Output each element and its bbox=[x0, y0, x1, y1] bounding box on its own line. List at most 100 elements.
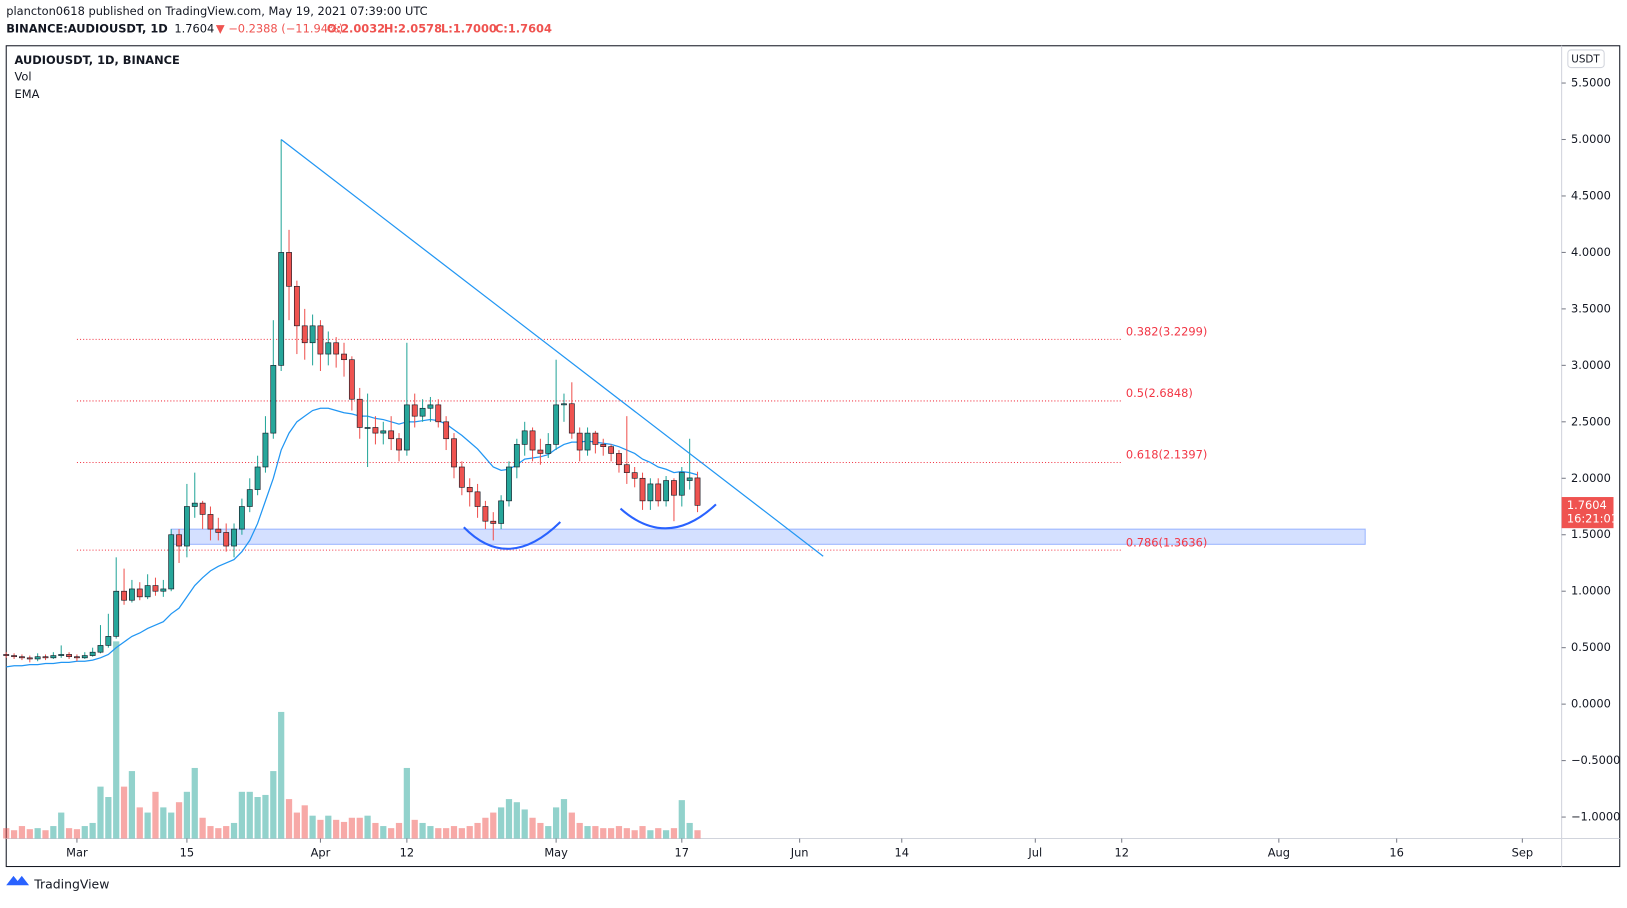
volume-bar bbox=[639, 826, 646, 839]
volume-bar bbox=[183, 791, 191, 839]
fib-label: 0.618(2.1397) bbox=[1126, 448, 1207, 462]
volume-bar bbox=[333, 819, 340, 839]
volume-bar bbox=[584, 826, 591, 839]
volume-bar bbox=[105, 797, 112, 839]
fib-label: 0.382(3.2299) bbox=[1126, 325, 1207, 339]
candle-body bbox=[74, 656, 80, 659]
volume-bar bbox=[388, 828, 395, 839]
volume-bar bbox=[600, 828, 607, 839]
x-tick-label: Aug bbox=[1268, 846, 1290, 860]
volume-bar bbox=[513, 802, 520, 839]
candle-body bbox=[262, 432, 269, 468]
candle-body bbox=[58, 654, 65, 656]
volume-bar bbox=[615, 826, 623, 839]
volume-bar bbox=[419, 822, 426, 839]
candle-body bbox=[506, 466, 512, 502]
candle-body bbox=[458, 466, 465, 488]
candle-body bbox=[655, 483, 662, 502]
volume-bar bbox=[152, 791, 159, 839]
publish-line: plancton0618 published on TradingView.co… bbox=[6, 4, 427, 18]
legend-ema: EMA bbox=[15, 87, 40, 101]
volume-bar bbox=[97, 786, 104, 839]
volume-bar bbox=[120, 786, 128, 839]
volume-bar bbox=[160, 807, 167, 839]
candle-body bbox=[26, 657, 33, 660]
candle-body bbox=[435, 404, 442, 423]
volume-bar bbox=[466, 826, 473, 839]
candle-body bbox=[443, 421, 450, 440]
x-tick-label: 15 bbox=[180, 846, 195, 860]
candle-body bbox=[521, 430, 528, 445]
y-tick-label: 4.0000 bbox=[1571, 245, 1611, 259]
candle-body bbox=[639, 477, 646, 502]
candle-body bbox=[191, 502, 198, 507]
candle-body bbox=[121, 590, 127, 601]
y-tick-label: −1.0000 bbox=[1571, 810, 1620, 824]
fib-label: 0.786(1.3636) bbox=[1126, 535, 1207, 549]
candle-body bbox=[545, 444, 552, 454]
candle-body bbox=[663, 480, 669, 502]
y-tick-label: 3.5000 bbox=[1571, 301, 1611, 315]
volume-bar bbox=[128, 771, 136, 839]
legend-main: AUDIOUSDT, 1D, BINANCE bbox=[15, 53, 180, 67]
price-tag bbox=[1561, 497, 1614, 529]
candle-body bbox=[215, 528, 222, 533]
volume-bar bbox=[553, 807, 560, 839]
y-tick-label: 3.0000 bbox=[1571, 358, 1611, 372]
ohlc: L:1.7000 bbox=[441, 22, 497, 36]
volume-bar bbox=[285, 799, 293, 839]
candle-body bbox=[246, 489, 253, 507]
y-tick-label: 5.0000 bbox=[1571, 132, 1611, 146]
volume-bar bbox=[136, 807, 143, 839]
candle-body bbox=[223, 532, 230, 547]
candle-body bbox=[341, 353, 347, 361]
logo bbox=[6, 875, 30, 886]
candle-body bbox=[482, 506, 489, 522]
x-tick-label: 16 bbox=[1389, 846, 1404, 860]
volume-bar bbox=[278, 711, 285, 839]
ohlc: O:2.0032 bbox=[327, 22, 385, 36]
price: 1.7604 bbox=[174, 22, 214, 36]
candle-body bbox=[694, 477, 701, 506]
volume-bar bbox=[482, 817, 489, 839]
volume-bar bbox=[175, 802, 183, 839]
volume-bar bbox=[364, 815, 371, 839]
x-tick-label: Jun bbox=[790, 846, 809, 860]
volume-bar bbox=[411, 819, 418, 839]
volume-bar bbox=[498, 807, 505, 839]
candle-body bbox=[42, 656, 49, 659]
volume-bar bbox=[207, 826, 214, 839]
pattern-arc bbox=[463, 521, 562, 550]
volume-bar bbox=[254, 797, 261, 839]
volume-bar bbox=[26, 829, 33, 839]
candle-body bbox=[89, 651, 96, 656]
brand: TradingView bbox=[33, 877, 109, 892]
candle-body bbox=[513, 444, 520, 468]
candle-body bbox=[19, 656, 25, 659]
x-tick-label: Mar bbox=[66, 846, 88, 860]
candle-body bbox=[372, 427, 379, 434]
candle-body bbox=[113, 590, 120, 637]
volume-bar bbox=[18, 826, 26, 839]
volume-bar bbox=[521, 809, 528, 839]
price-tag-value: 1.7604 bbox=[1567, 498, 1607, 512]
volume-bar bbox=[10, 830, 18, 839]
currency-box bbox=[1567, 49, 1605, 69]
volume-bar bbox=[537, 822, 544, 839]
volume-bar bbox=[89, 822, 96, 839]
volume-bar bbox=[395, 822, 403, 839]
volume-bar bbox=[309, 815, 316, 839]
candle-body bbox=[498, 500, 505, 524]
candle-body bbox=[168, 534, 175, 590]
candle-body bbox=[34, 656, 41, 660]
candle-body bbox=[356, 398, 363, 428]
volume-bar bbox=[199, 817, 206, 839]
volume-bar bbox=[262, 794, 269, 839]
candle-body bbox=[592, 432, 599, 445]
candle-body bbox=[270, 365, 277, 434]
candle-body bbox=[576, 432, 583, 451]
candle-body bbox=[553, 404, 560, 445]
volume-bar bbox=[576, 822, 583, 839]
